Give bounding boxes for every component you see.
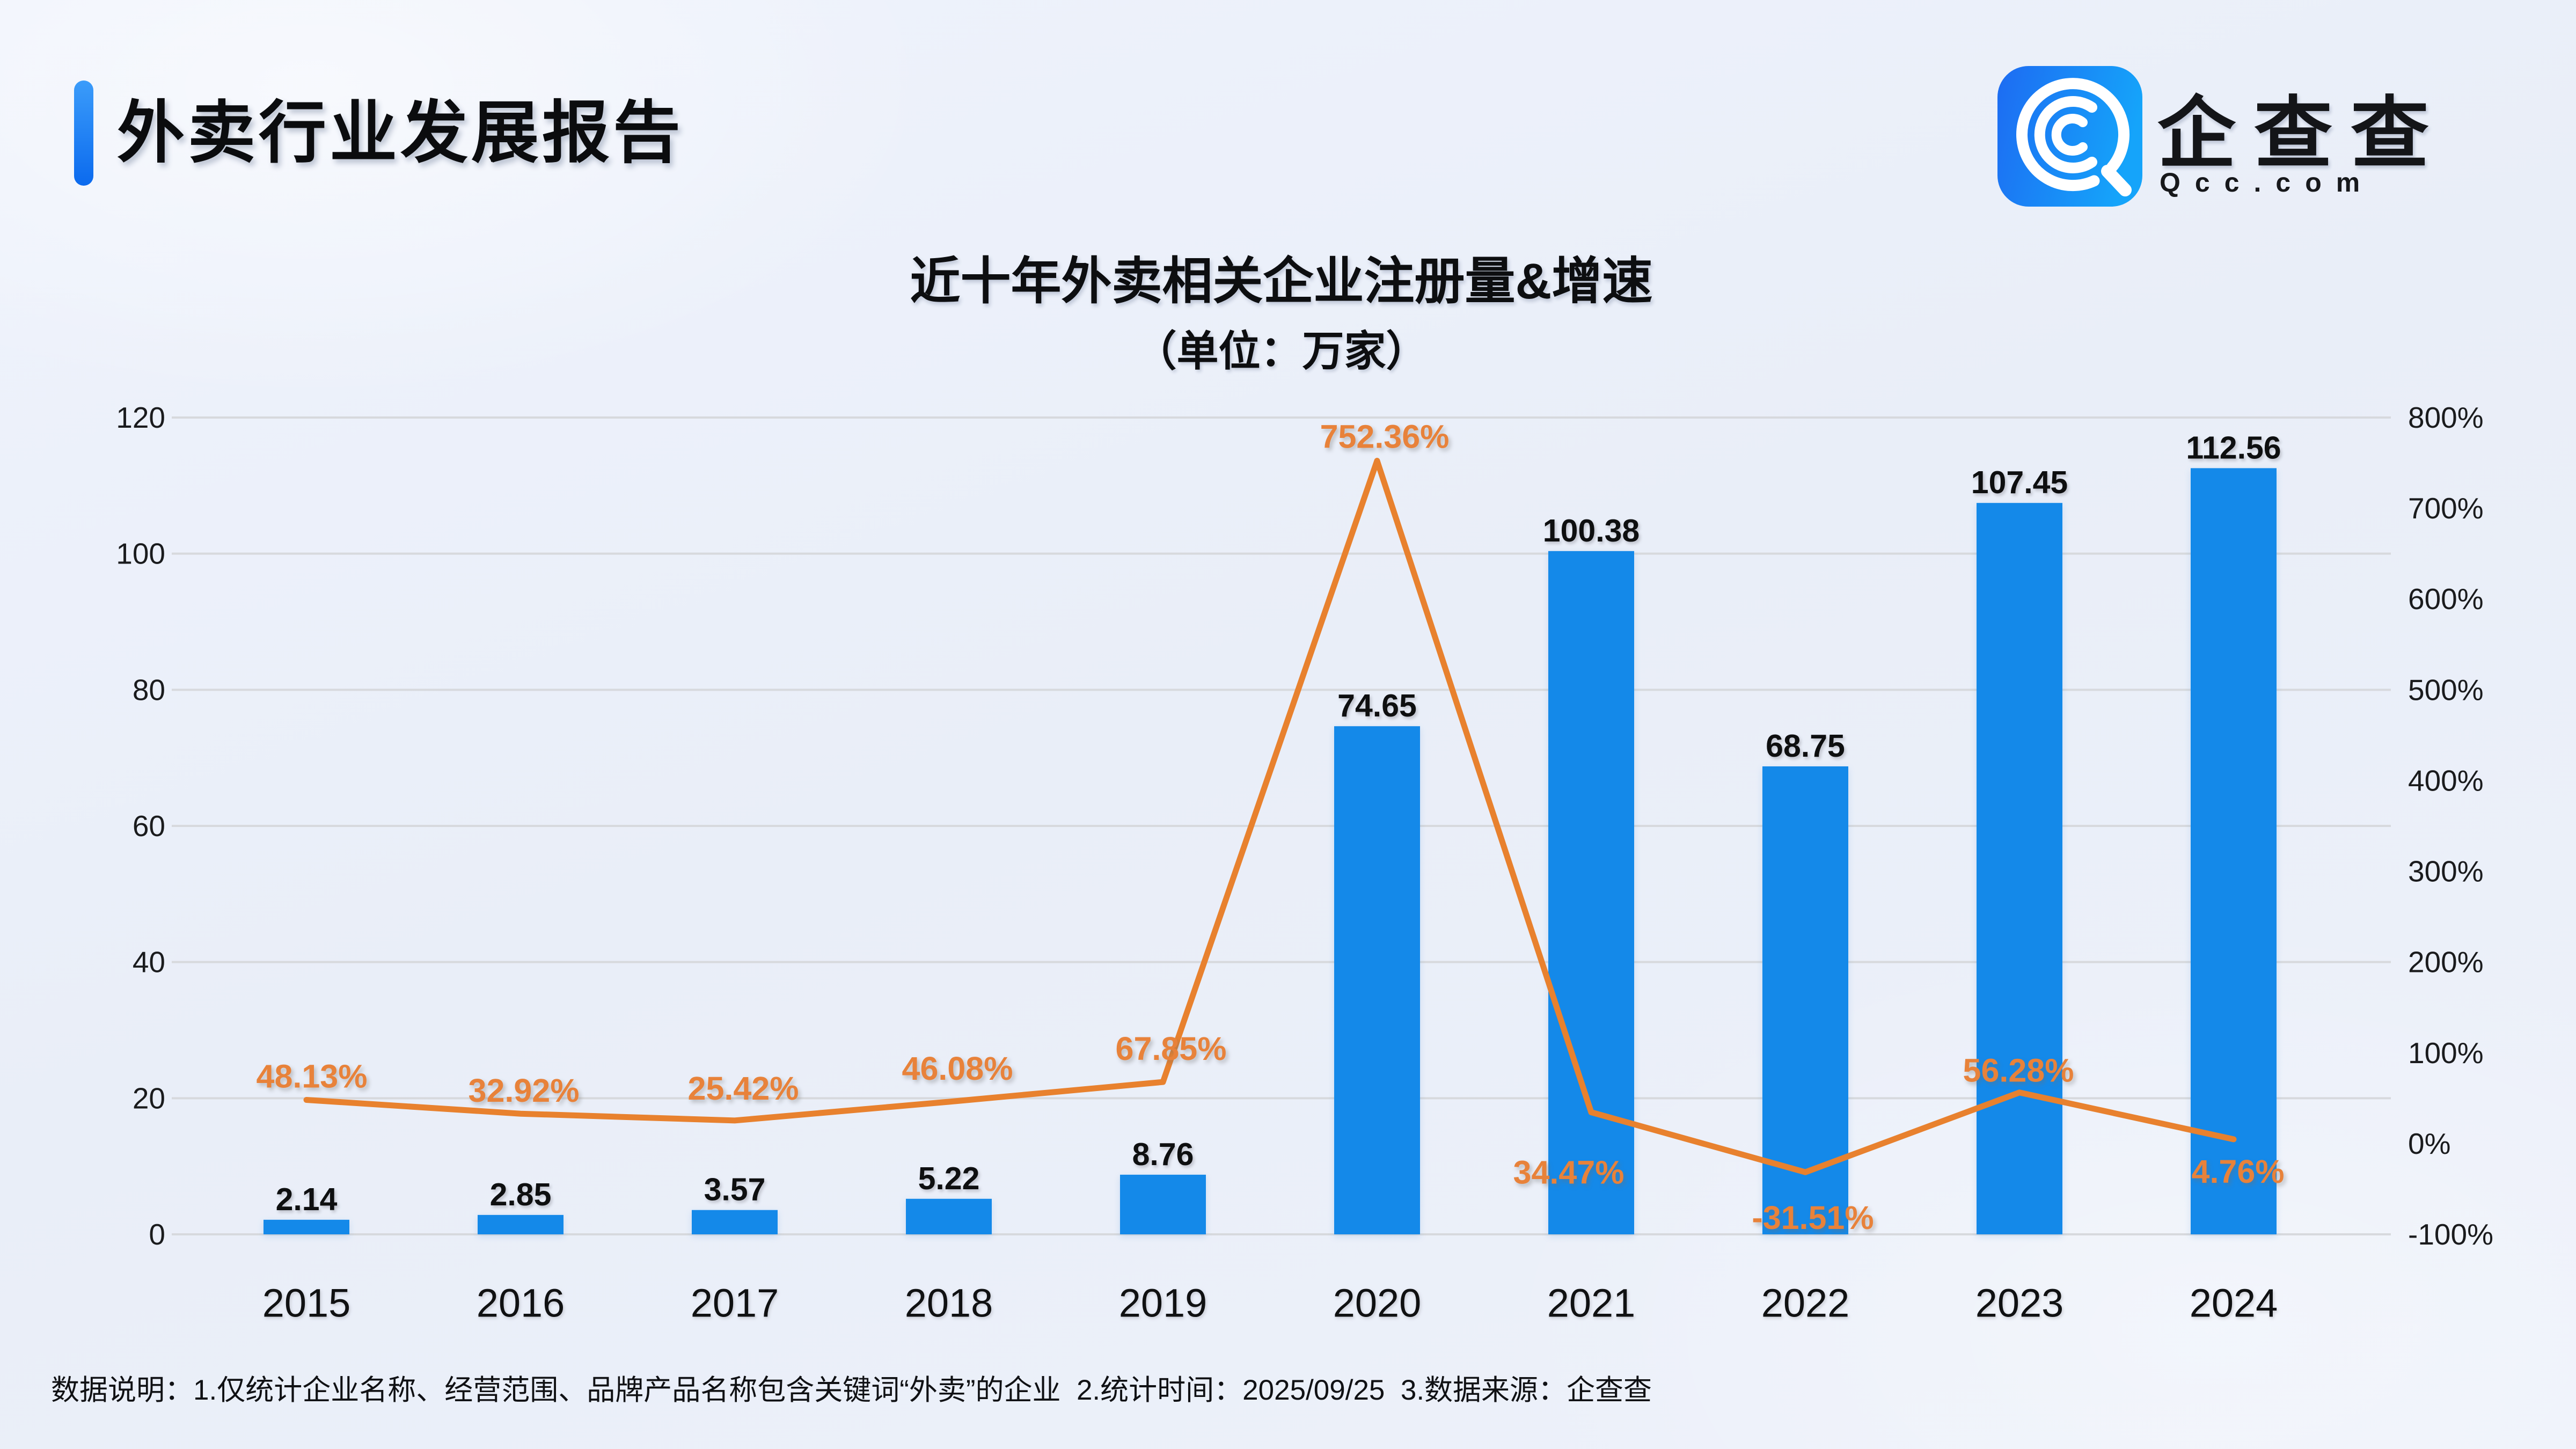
right-axis-tick: -100% <box>2408 1218 2493 1251</box>
bar-2021 <box>1548 551 1634 1234</box>
right-axis-tick: 700% <box>2408 492 2484 525</box>
chart-title: 近十年外卖相关企业注册量&增速 <box>910 253 1653 309</box>
right-axis-tick: 300% <box>2408 855 2484 888</box>
x-axis-label: 2022 <box>1761 1281 1850 1326</box>
x-axis-label: 2016 <box>477 1281 565 1326</box>
growth-value-label: 752.36% <box>1320 419 1450 455</box>
title-accent-bar <box>74 80 93 186</box>
growth-value-label: 32.92% <box>469 1072 580 1109</box>
bar-value-label: 2.14 <box>276 1182 338 1217</box>
logo-name: 企查查 <box>2157 90 2447 177</box>
bar-2017 <box>692 1210 778 1234</box>
report-title: 外卖行业发展报告 <box>117 95 684 171</box>
bar-value-label: 100.38 <box>1543 513 1640 548</box>
bar-value-label: 3.57 <box>704 1172 766 1208</box>
right-axis-tick: 800% <box>2408 401 2484 434</box>
left-axis-tick: 80 <box>133 673 165 706</box>
left-axis-tick: 20 <box>133 1081 165 1115</box>
x-axis-label: 2024 <box>2190 1281 2278 1326</box>
x-axis-label: 2019 <box>1119 1281 1208 1326</box>
bar-2018 <box>906 1198 992 1234</box>
bar-2022 <box>1762 766 1848 1234</box>
x-axis-label: 2017 <box>691 1281 779 1326</box>
bar-2015 <box>264 1219 349 1234</box>
bar-2023 <box>1977 503 2062 1235</box>
left-axis-tick: 40 <box>133 946 165 979</box>
growth-value-label: 67.85% <box>1116 1030 1227 1067</box>
brand-logo: 企查查 Qcc.com <box>1997 66 2513 211</box>
logo-domain: Qcc.com <box>2160 167 2375 197</box>
bar-value-label: 2.85 <box>490 1177 552 1212</box>
left-axis-tick: 100 <box>116 537 165 570</box>
x-axis-label: 2023 <box>1975 1281 2064 1326</box>
right-axis-tick: 200% <box>2408 946 2484 979</box>
bar-value-label: 107.45 <box>1971 465 2068 500</box>
right-axis-tick: 100% <box>2408 1036 2484 1070</box>
right-axis-tick: 600% <box>2408 582 2484 616</box>
bar-2016 <box>478 1214 564 1234</box>
left-axis-tick: 120 <box>116 401 165 434</box>
bar-value-label: 5.22 <box>918 1161 980 1196</box>
chart-subtitle: （单位：万家） <box>1135 327 1428 375</box>
growth-value-label: 4.76% <box>2192 1153 2285 1190</box>
growth-value-label: -31.51% <box>1752 1199 1874 1236</box>
growth-value-label: 48.13% <box>257 1058 368 1094</box>
x-axis-label: 2021 <box>1547 1281 1636 1326</box>
footnote: 数据说明：1.仅统计企业名称、经营范围、品牌产品名称包含关键词“外卖”的企业 2… <box>51 1374 1652 1406</box>
bar-2019 <box>1120 1174 1206 1234</box>
bar-value-label: 112.56 <box>2186 430 2281 465</box>
growth-value-label: 25.42% <box>688 1070 799 1107</box>
growth-line <box>303 458 2237 1175</box>
right-axis-tick: 400% <box>2408 764 2484 797</box>
qcc-spiral-icon <box>1997 66 2142 207</box>
right-axis-tick: 0% <box>2408 1127 2451 1160</box>
x-axis-label: 2020 <box>1333 1281 1422 1326</box>
growth-value-label: 46.08% <box>902 1050 1013 1087</box>
bar-value-label: 68.75 <box>1766 728 1845 764</box>
bar-2024 <box>2191 468 2277 1234</box>
bar-2020 <box>1334 726 1420 1234</box>
bar-value-label: 74.65 <box>1337 688 1417 723</box>
x-axis-label: 2018 <box>905 1281 993 1326</box>
bar-value-label: 8.76 <box>1132 1137 1194 1172</box>
left-axis-tick: 60 <box>133 809 165 843</box>
growth-value-label: 34.47% <box>1513 1154 1624 1191</box>
x-axis-label: 2015 <box>262 1281 351 1326</box>
left-axis-tick: 0 <box>149 1218 165 1251</box>
growth-value-label: 56.28% <box>1963 1052 2074 1089</box>
right-axis-tick: 500% <box>2408 673 2484 706</box>
